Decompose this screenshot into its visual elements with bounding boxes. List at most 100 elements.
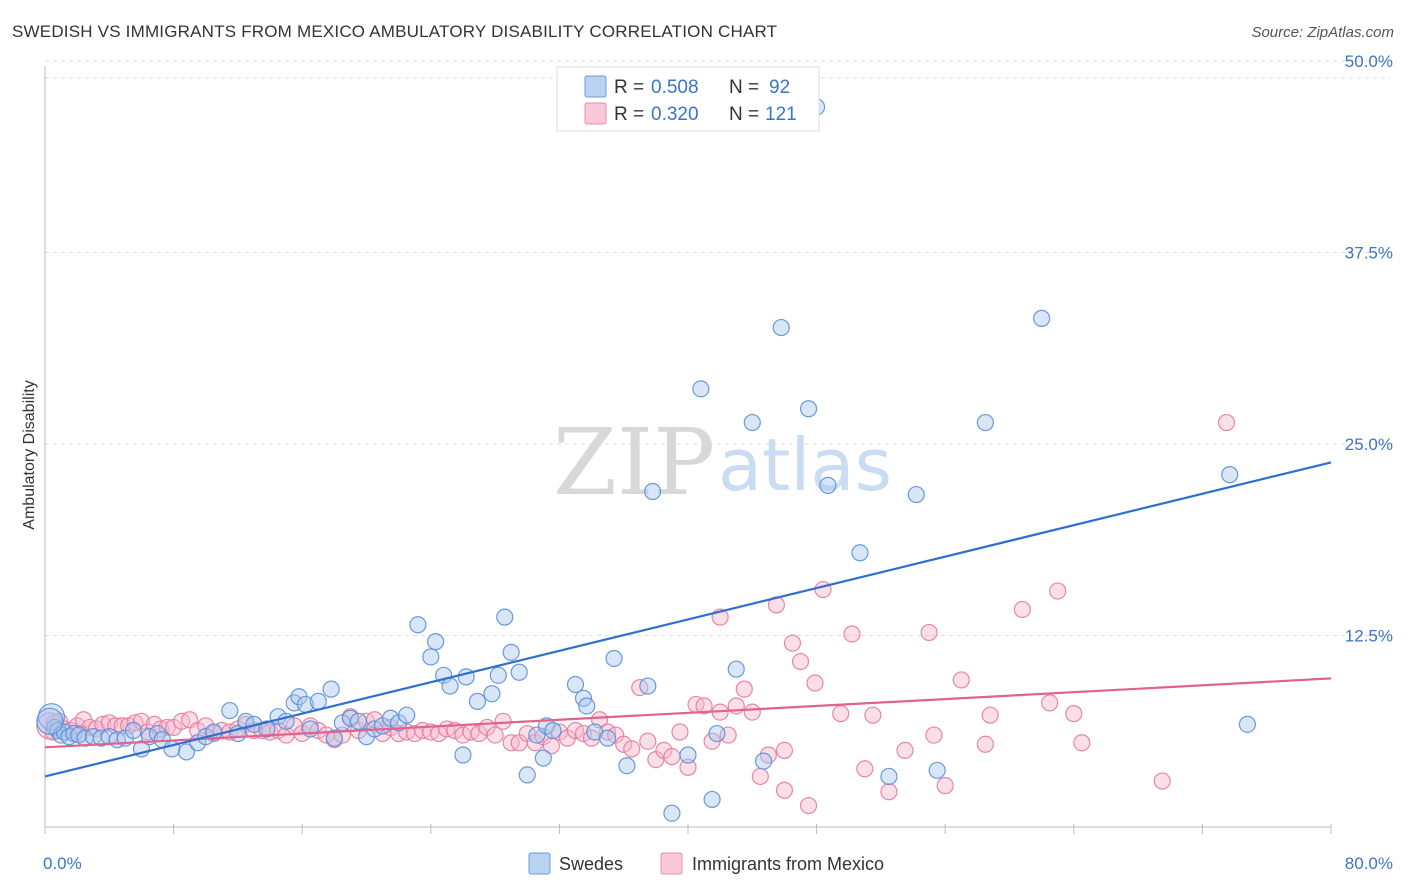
trend-line-mexico	[44, 677, 1332, 749]
swedes-point	[639, 677, 657, 695]
swedes-point	[772, 318, 790, 337]
mexico-point	[735, 680, 753, 698]
bottom-legend-swatch-mexico	[660, 852, 683, 875]
correlation-legend: R = 0.508 N = 92 R = 0.320 N = 121	[556, 66, 820, 132]
swedes-point	[578, 697, 596, 715]
mexico-point	[1041, 694, 1059, 712]
mexico-point	[880, 783, 898, 801]
mexico-point	[925, 726, 943, 744]
y-tick-label: 37.5%	[1345, 244, 1393, 263]
x-tick-labels: 0.0% 80.0%	[43, 854, 1393, 873]
swedes-point	[309, 692, 327, 710]
swedes-point	[1033, 309, 1051, 327]
mexico-point	[775, 781, 794, 799]
mexico-point	[751, 767, 769, 786]
swedes-point	[177, 743, 196, 761]
y-tick-label: 50.0%	[1345, 52, 1393, 71]
legend-n-label: N =	[729, 77, 759, 98]
mexico-point	[952, 671, 970, 689]
mexico-point	[1013, 600, 1031, 619]
legend-r-swedes: 0.508	[651, 77, 699, 98]
swedes-point	[427, 633, 445, 651]
legend-n-swedes: 92	[769, 77, 790, 98]
swedes-point	[382, 709, 400, 727]
gridlines	[45, 60, 1390, 636]
swedes-point	[496, 608, 514, 626]
mexico-point	[864, 706, 882, 724]
swedes-point	[322, 680, 340, 698]
watermark: ZIP atlas	[553, 409, 892, 516]
swedes-point	[727, 660, 745, 678]
x-tick-label: 80.0%	[1345, 854, 1393, 873]
bottom-legend-mexico: Immigrants from Mexico	[692, 854, 884, 874]
swedes-point	[349, 712, 368, 730]
mexico-point	[936, 777, 954, 795]
swedes-point	[743, 413, 761, 432]
source-label: Source: ZipAtlas.com	[1251, 24, 1394, 41]
swedes-point	[644, 482, 662, 501]
swedes-point	[907, 485, 925, 504]
mexico-point	[783, 634, 802, 652]
mexico-point	[775, 741, 794, 760]
swedes-point	[510, 663, 528, 681]
swedes-point	[692, 380, 710, 398]
legend-n-mexico: 121	[765, 104, 797, 125]
mexico-point	[486, 726, 504, 744]
mexico-point	[806, 674, 824, 692]
mexico-point	[976, 735, 994, 753]
swedes-point	[489, 666, 507, 684]
swedes-point	[502, 643, 520, 661]
swedes-point	[409, 616, 427, 634]
swedes-point	[1221, 466, 1239, 484]
legend-swatch-swedes	[584, 75, 607, 98]
swedes-point	[301, 720, 319, 738]
swedes-point	[518, 766, 536, 784]
y-axis-label: Ambulatory Disability	[21, 380, 38, 529]
mexico-point	[1073, 734, 1091, 752]
mexico-point	[639, 732, 657, 750]
swedes-point	[819, 476, 837, 494]
swedes-point	[1238, 715, 1257, 733]
swedes-point	[422, 648, 440, 666]
swedes-point	[483, 685, 501, 703]
mexico-point	[679, 758, 697, 776]
swedes-point	[851, 544, 869, 562]
swedes-point	[679, 746, 697, 764]
mexico-point	[920, 623, 938, 642]
watermark-atlas: atlas	[718, 423, 892, 507]
legend-r-mexico: 0.320	[651, 104, 699, 125]
mexico-point	[1065, 705, 1083, 723]
mexico-point	[743, 703, 761, 721]
bottom-legend-swatch-swedes	[528, 852, 551, 875]
swedes-point	[124, 721, 143, 740]
legend-swatch-mexico	[584, 102, 607, 125]
mexico-point	[615, 735, 633, 753]
swedes-point	[36, 707, 64, 735]
swedes-point	[221, 701, 239, 720]
y-tick-labels: 12.5% 25.0% 37.5% 50.0%	[1345, 52, 1393, 646]
swedes-point	[599, 729, 617, 747]
bottom-legend-swedes: Swedes	[559, 854, 623, 874]
mexico-point	[107, 717, 125, 735]
swedes-point	[258, 720, 276, 738]
axes	[44, 66, 1332, 834]
swedes-point	[799, 400, 818, 418]
mexico-point	[832, 705, 850, 723]
swedes-point	[325, 729, 343, 747]
swedes-point	[544, 721, 562, 740]
y-tick-label: 25.0%	[1345, 435, 1393, 454]
chart-title: SWEDISH VS IMMIGRANTS FROM MEXICO AMBULA…	[12, 22, 778, 41]
trend-line-swedes	[44, 461, 1332, 778]
mexico-point	[1217, 413, 1236, 432]
mexico-point	[981, 706, 999, 724]
swedes-point	[754, 752, 773, 770]
swedes-point	[605, 649, 623, 668]
mexico-point	[896, 741, 914, 760]
mexico-point	[494, 712, 512, 730]
swedes-point	[468, 692, 487, 710]
mexico-point	[791, 652, 810, 671]
mexico-point	[623, 740, 641, 758]
swedes-point	[454, 746, 472, 764]
mexico-point	[663, 747, 681, 766]
